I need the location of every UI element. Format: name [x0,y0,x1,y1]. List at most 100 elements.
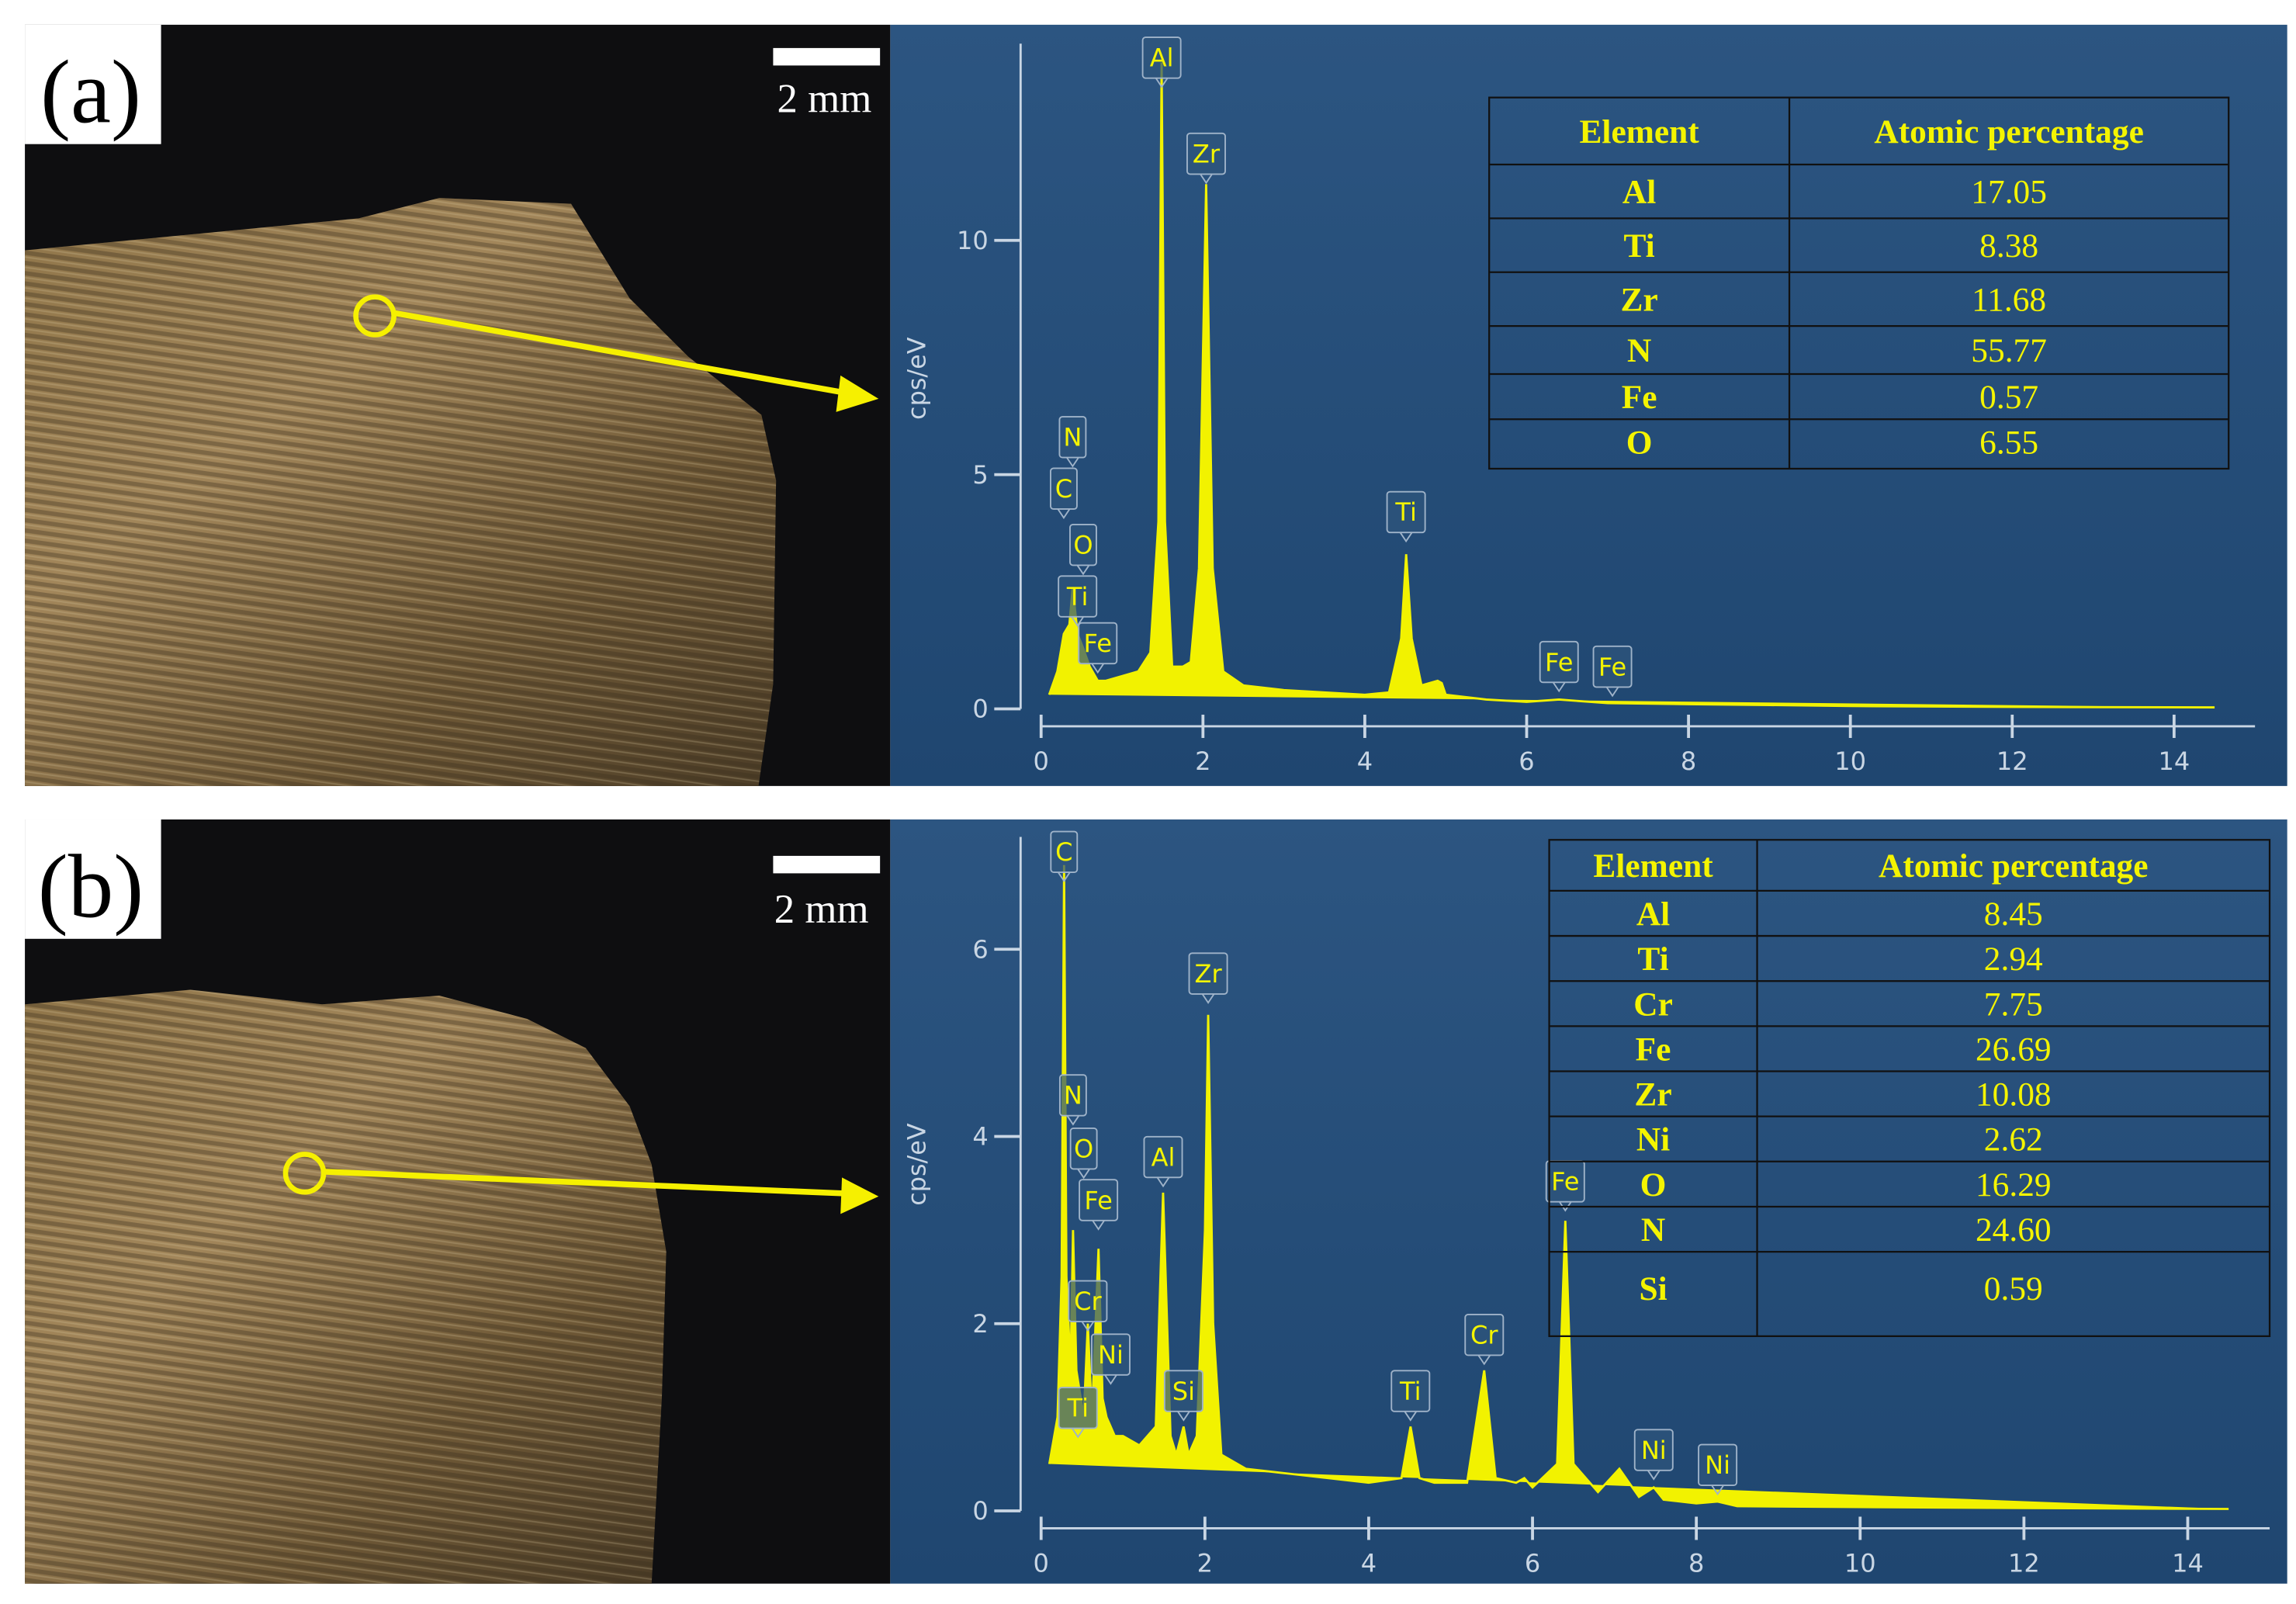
peak-label-box [1068,1280,1108,1322]
table-frame [1548,839,2271,1338]
table-cell: 16.29 [1976,1166,2052,1204]
y-tick-label: 2 [972,1309,988,1339]
peak-label: Fe [1598,652,1626,681]
x-tick-label: 4 [1361,1549,1377,1578]
table-cell: Zr [1634,1076,1671,1114]
peak-label: C [1055,474,1072,504]
table-cell: 7.75 [1984,986,2043,1023]
peak-label: Ni [1705,1450,1730,1480]
peak-label-box [1592,645,1633,688]
x-tick-label: 6 [1525,1549,1540,1578]
arrow-head [836,375,879,412]
peak-label: Ti [1066,582,1089,611]
peak-label-box [1386,490,1426,534]
y-tick-label: 4 [972,1122,988,1152]
table-cell: Fe [1622,379,1657,416]
table-cell: 0.59 [1984,1270,2043,1308]
peak-label-pointer [1081,1321,1095,1332]
peak-label: N [1064,1081,1082,1110]
peak-label-pointer [1477,1354,1491,1366]
table-cell: 17.05 [1971,174,2047,211]
peak-label-box [1390,1370,1431,1412]
table-cell: 2.62 [1984,1121,2043,1159]
peak-label-box [1186,132,1226,175]
peak-label: Ni [1641,1436,1667,1465]
peak-label: C [1055,837,1072,867]
peak-label-box [1633,1429,1674,1471]
peak-label: Ti [1399,1377,1422,1406]
table-cell: 6.55 [1979,424,2038,461]
table-cell: Si [1639,1270,1667,1308]
peak-label: Zr [1193,139,1221,168]
x-tick-label: 0 [1034,1549,1049,1578]
table-cell: Al [1622,174,1656,211]
peak-label-box [1698,1443,1738,1487]
peak-label-pointer [1057,508,1071,519]
peak-label-box [1188,952,1228,995]
peak-label-box [1079,1179,1119,1221]
peak-label-box [1163,1370,1203,1412]
peak-label-pointer [1066,1115,1080,1126]
peak-label-box [1058,1074,1087,1117]
y-axis-label: cps/eV [902,1123,932,1206]
peak-label-box [1090,1333,1131,1376]
spectrum [1048,864,2229,1510]
peak-label-pointer [1155,78,1169,88]
peak-label-pointer [1092,1220,1105,1231]
table-cell: 2.94 [1984,941,2043,978]
peak-label: Ni [1098,1340,1124,1370]
peak-label-pointer [1605,686,1619,698]
peak-label: Zr [1194,959,1222,989]
peak-label-box [1078,622,1118,665]
peak-label-pointer [1177,1411,1190,1422]
x-tick-label: 2 [1195,747,1210,776]
panel-label: (b) [38,837,144,937]
table-cell: 55.77 [1971,332,2047,369]
peak-label-box [1539,640,1579,684]
x-tick-label: 6 [1519,747,1534,776]
peak-label-box [1058,416,1087,459]
arrow [323,1169,847,1197]
peak-label-box [1069,1127,1098,1170]
x-tick-label: 10 [1844,1549,1876,1578]
peak-label: O [1074,1135,1093,1164]
y-tick-label: 10 [957,226,989,255]
table-cell: O [1626,424,1653,461]
table-frame [1488,96,2230,470]
scale-text: 2 mm [777,77,872,122]
x-tick-label: 12 [1996,747,2028,776]
table-cell: Ni [1636,1121,1670,1159]
peak-label-pointer [1201,993,1215,1004]
x-tick-label: 14 [2172,1549,2204,1578]
table-cell: O [1640,1166,1667,1204]
peak-label-pointer [1091,663,1105,674]
peak-label-box [1143,1135,1183,1179]
table-cell: 0.57 [1979,379,2038,416]
arrow-head [840,1177,879,1214]
peak-label-box [1050,830,1079,874]
x-tick-label: 2 [1197,1549,1213,1578]
table-cell: 8.45 [1984,896,2043,933]
table-cell: N [1627,332,1651,369]
peak-label-pointer [1711,1484,1724,1496]
peak-label-pointer [1558,1201,1572,1212]
peak-label-pointer [1076,564,1090,576]
peak-label-pointer [1552,681,1566,693]
peak-label-pointer [1071,616,1085,627]
peak-label: Si [1172,1377,1195,1406]
y-tick-label: 5 [972,460,988,490]
y-axis-label: cps/eV [902,337,932,420]
table-cell: Fe [1636,1031,1671,1069]
x-tick-label: 8 [1688,1549,1704,1578]
x-tick-label: 12 [2008,1549,2040,1578]
peak-label: Fe [1545,647,1573,677]
y-tick-label: 6 [972,935,988,965]
peak-label-pointer [1399,532,1413,543]
x-tick-label: 8 [1681,747,1696,776]
peak-label: Fe [1084,1186,1112,1215]
table-cell: 11.68 [1972,282,2046,319]
peak-label: O [1073,531,1093,560]
peak-label: Fe [1084,629,1112,658]
x-tick-label: 4 [1357,747,1373,776]
